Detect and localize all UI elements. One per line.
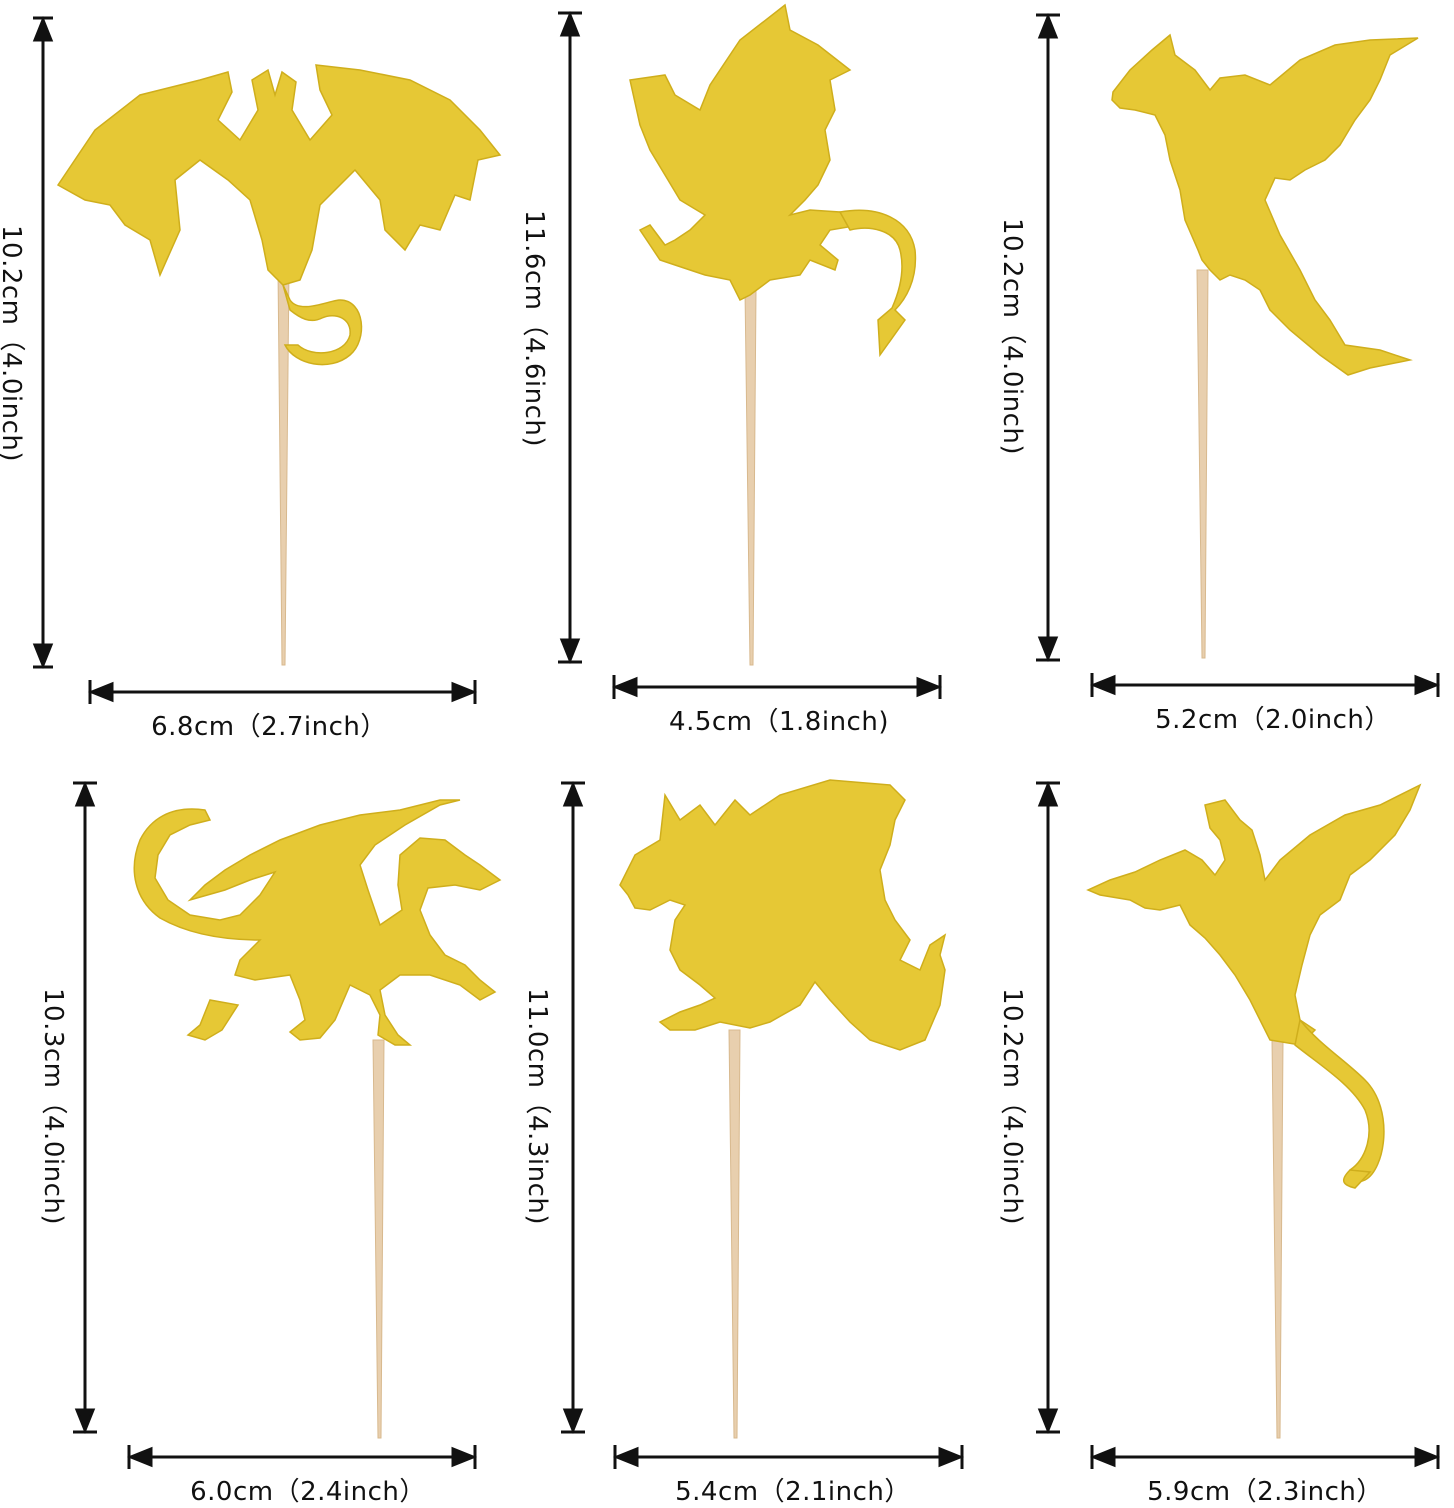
toothpick: [1271, 1039, 1284, 1439]
width-dimension-line: [126, 1445, 478, 1469]
width-label: 4.5cm（1.8inch): [669, 707, 889, 737]
topper-2-graphic: [558, 3, 943, 699]
height-label: 11.6cm（4.6inch): [519, 210, 549, 447]
width-label: 5.4cm（2.1inch）: [675, 1477, 911, 1507]
topper-1: 10.2cm（4.0inch) 6.8cm（2.7inch）: [0, 0, 502, 742]
height-label: 10.2cm（4.0inch): [997, 988, 1027, 1225]
width-dimension-line: [87, 680, 478, 704]
topper-1-graphic: [32, 15, 502, 704]
toothpick: [372, 1039, 385, 1439]
height-label: 11.0cm（4.3inch): [522, 988, 552, 1225]
height-dimension-line: [558, 10, 582, 665]
height-dimension-line: [32, 15, 54, 670]
width-dimension-line: [1089, 673, 1441, 697]
width-label: 5.2cm（2.0inch）: [1155, 705, 1391, 735]
topper-3-graphic: [1036, 12, 1441, 697]
toothpick: [1196, 269, 1209, 659]
toothpick: [277, 269, 290, 666]
width-label: 5.9cm（2.3inch）: [1147, 1477, 1383, 1507]
width-dimension-line: [1089, 1445, 1441, 1469]
width-dimension-line: [611, 675, 943, 699]
height-label: 10.2cm（4.0inch): [997, 218, 1027, 455]
height-dimension-line: [561, 780, 585, 1435]
topper-6: 10.2cm（4.0inch) 5.9cm（2.3inch）: [970, 760, 1454, 1507]
toothpick: [728, 1029, 741, 1439]
height-dimension-line: [1036, 12, 1060, 663]
dragon-silhouette: [619, 779, 947, 1051]
height-dimension-line: [1036, 780, 1060, 1435]
dragon-silhouette: [56, 64, 502, 366]
dragon-silhouette: [629, 3, 917, 358]
topper-5: 11.0cm（4.3inch) 5.4cm（2.1inch）: [500, 760, 970, 1507]
height-dimension-line: [73, 780, 97, 1435]
width-label: 6.0cm（2.4inch）: [190, 1477, 426, 1507]
width-label: 6.8cm（2.7inch）: [151, 712, 387, 742]
width-dimension-line: [612, 1445, 965, 1469]
topper-4: 10.3cm（4.0inch) 6.0cm（2.4inch）: [0, 760, 502, 1507]
topper-4-graphic: [73, 780, 502, 1469]
toothpick: [744, 289, 757, 666]
dragon-silhouette: [133, 799, 502, 1046]
topper-2: 11.6cm（4.6inch) 4.5cm（1.8inch): [500, 0, 970, 740]
topper-6-graphic: [1036, 780, 1441, 1469]
height-label: 10.2cm（4.0inch): [0, 225, 26, 462]
topper-5-graphic: [561, 779, 965, 1469]
dragon-silhouette: [1086, 783, 1422, 1189]
height-label: 10.3cm（4.0inch): [38, 988, 68, 1225]
dragon-silhouette: [1111, 33, 1419, 376]
topper-3: 10.2cm（4.0inch) 5.2cm（2.0inch）: [970, 0, 1454, 740]
